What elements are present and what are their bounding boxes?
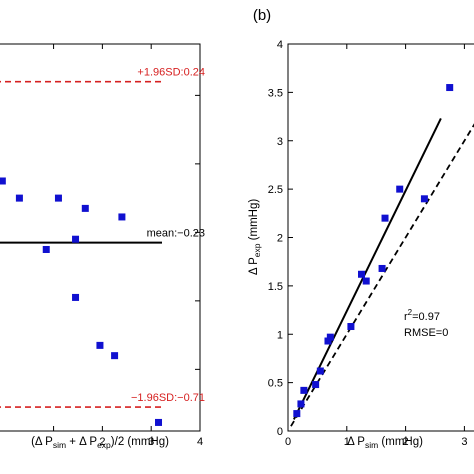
panel-a-xtick-label: 4 bbox=[197, 436, 203, 448]
panel-b-r2: r2=0.97 bbox=[404, 308, 440, 323]
panel-a-point bbox=[155, 418, 163, 426]
panel-b-point bbox=[297, 400, 305, 408]
panel-b-ytick-label: 0 bbox=[277, 426, 283, 438]
panel-b-point bbox=[396, 185, 404, 193]
panel-a-ticks: 2 3 4 bbox=[53, 44, 203, 448]
panel-b-ytick-label: 4 bbox=[277, 39, 283, 51]
panel-b-ytick-label: 1 bbox=[277, 329, 283, 341]
panel-b-lines bbox=[290, 118, 474, 427]
panel-b-point bbox=[324, 337, 332, 345]
panel-a-point bbox=[81, 204, 89, 212]
panel-b-point bbox=[420, 195, 428, 203]
panel-b-ytick-label: 2.5 bbox=[268, 184, 283, 196]
panel-b-point bbox=[326, 333, 334, 341]
panel-b-point bbox=[347, 323, 355, 331]
panel-a-point bbox=[15, 194, 23, 202]
panel-a-xtick-label: 2 bbox=[99, 436, 105, 448]
panel-a-point bbox=[42, 245, 50, 253]
panel-b-points bbox=[293, 84, 454, 418]
panel-a-point bbox=[72, 235, 80, 243]
panel-b-point bbox=[293, 410, 301, 418]
panel-a-reference-lines: +1.96SD:0.24 mean:−0.23 −1.96SD:−0.71 bbox=[0, 67, 205, 408]
panel-a-line-label-1: mean:−0.23 bbox=[147, 228, 205, 240]
panel-b-xtick-label: 1 bbox=[344, 436, 350, 448]
panel-b-point bbox=[300, 386, 308, 394]
panel-b-ytick-label: 3 bbox=[277, 136, 283, 148]
panel-a-xtick-label: 3 bbox=[148, 436, 154, 448]
panel-b-ytick-label: 2 bbox=[277, 233, 283, 245]
panel-b-point bbox=[312, 381, 320, 389]
panel-a-xlabel: (Δ Psim + Δ Pexp)/2 (mmHg) bbox=[31, 436, 169, 450]
panel-b-ytick-label: 1.5 bbox=[268, 281, 283, 293]
panel-b-xtick-label: 3 bbox=[461, 436, 467, 448]
panel-a-point bbox=[118, 213, 126, 221]
panel-a-point bbox=[54, 194, 62, 202]
panel-a-point bbox=[72, 293, 80, 301]
panel-b-point bbox=[378, 264, 386, 272]
panel-a-axes-frame bbox=[0, 43, 201, 432]
panel-b-point bbox=[316, 367, 324, 375]
panel-b-point bbox=[358, 270, 365, 278]
panel-b-xtick-label: 0 bbox=[285, 436, 291, 448]
panel-a-line-label-2: −1.96SD:−0.71 bbox=[131, 392, 205, 404]
panel-b-point bbox=[381, 214, 389, 222]
panel-a-points bbox=[0, 177, 163, 426]
panel-b-ytick-label: 3.5 bbox=[268, 87, 283, 99]
panel-b-identity-line bbox=[290, 123, 474, 427]
panel-b-point bbox=[446, 84, 454, 92]
panel-b-ticks: 0 0.5 1 1.5 2 2.5 3 3.5 4 0 1 2 3 bbox=[268, 39, 468, 448]
panel-b-ytick-label: 0.5 bbox=[268, 378, 283, 390]
panel-b-label: (b) bbox=[253, 7, 271, 24]
panel-b-rmse: RMSE=0 bbox=[404, 327, 448, 339]
panel-a-point bbox=[0, 177, 6, 185]
panel-b-fit-line bbox=[292, 118, 442, 420]
panel-a-line-label-0: +1.96SD:0.24 bbox=[137, 67, 205, 79]
panel-b: (b) 00.511.522.533.540 1 2 3 Δ Psim (mmHg) … bbox=[248, 7, 474, 450]
panel-b-point bbox=[362, 277, 370, 285]
panel-a-point bbox=[111, 352, 119, 360]
panel-b-xlabel: Δ Psim (mmHg) bbox=[347, 436, 423, 450]
panel-b-ylabel: Δ Pexp (mmHg) bbox=[248, 199, 262, 276]
panel-a-point bbox=[96, 341, 104, 349]
panel-b-xtick-label: 2 bbox=[403, 436, 409, 448]
